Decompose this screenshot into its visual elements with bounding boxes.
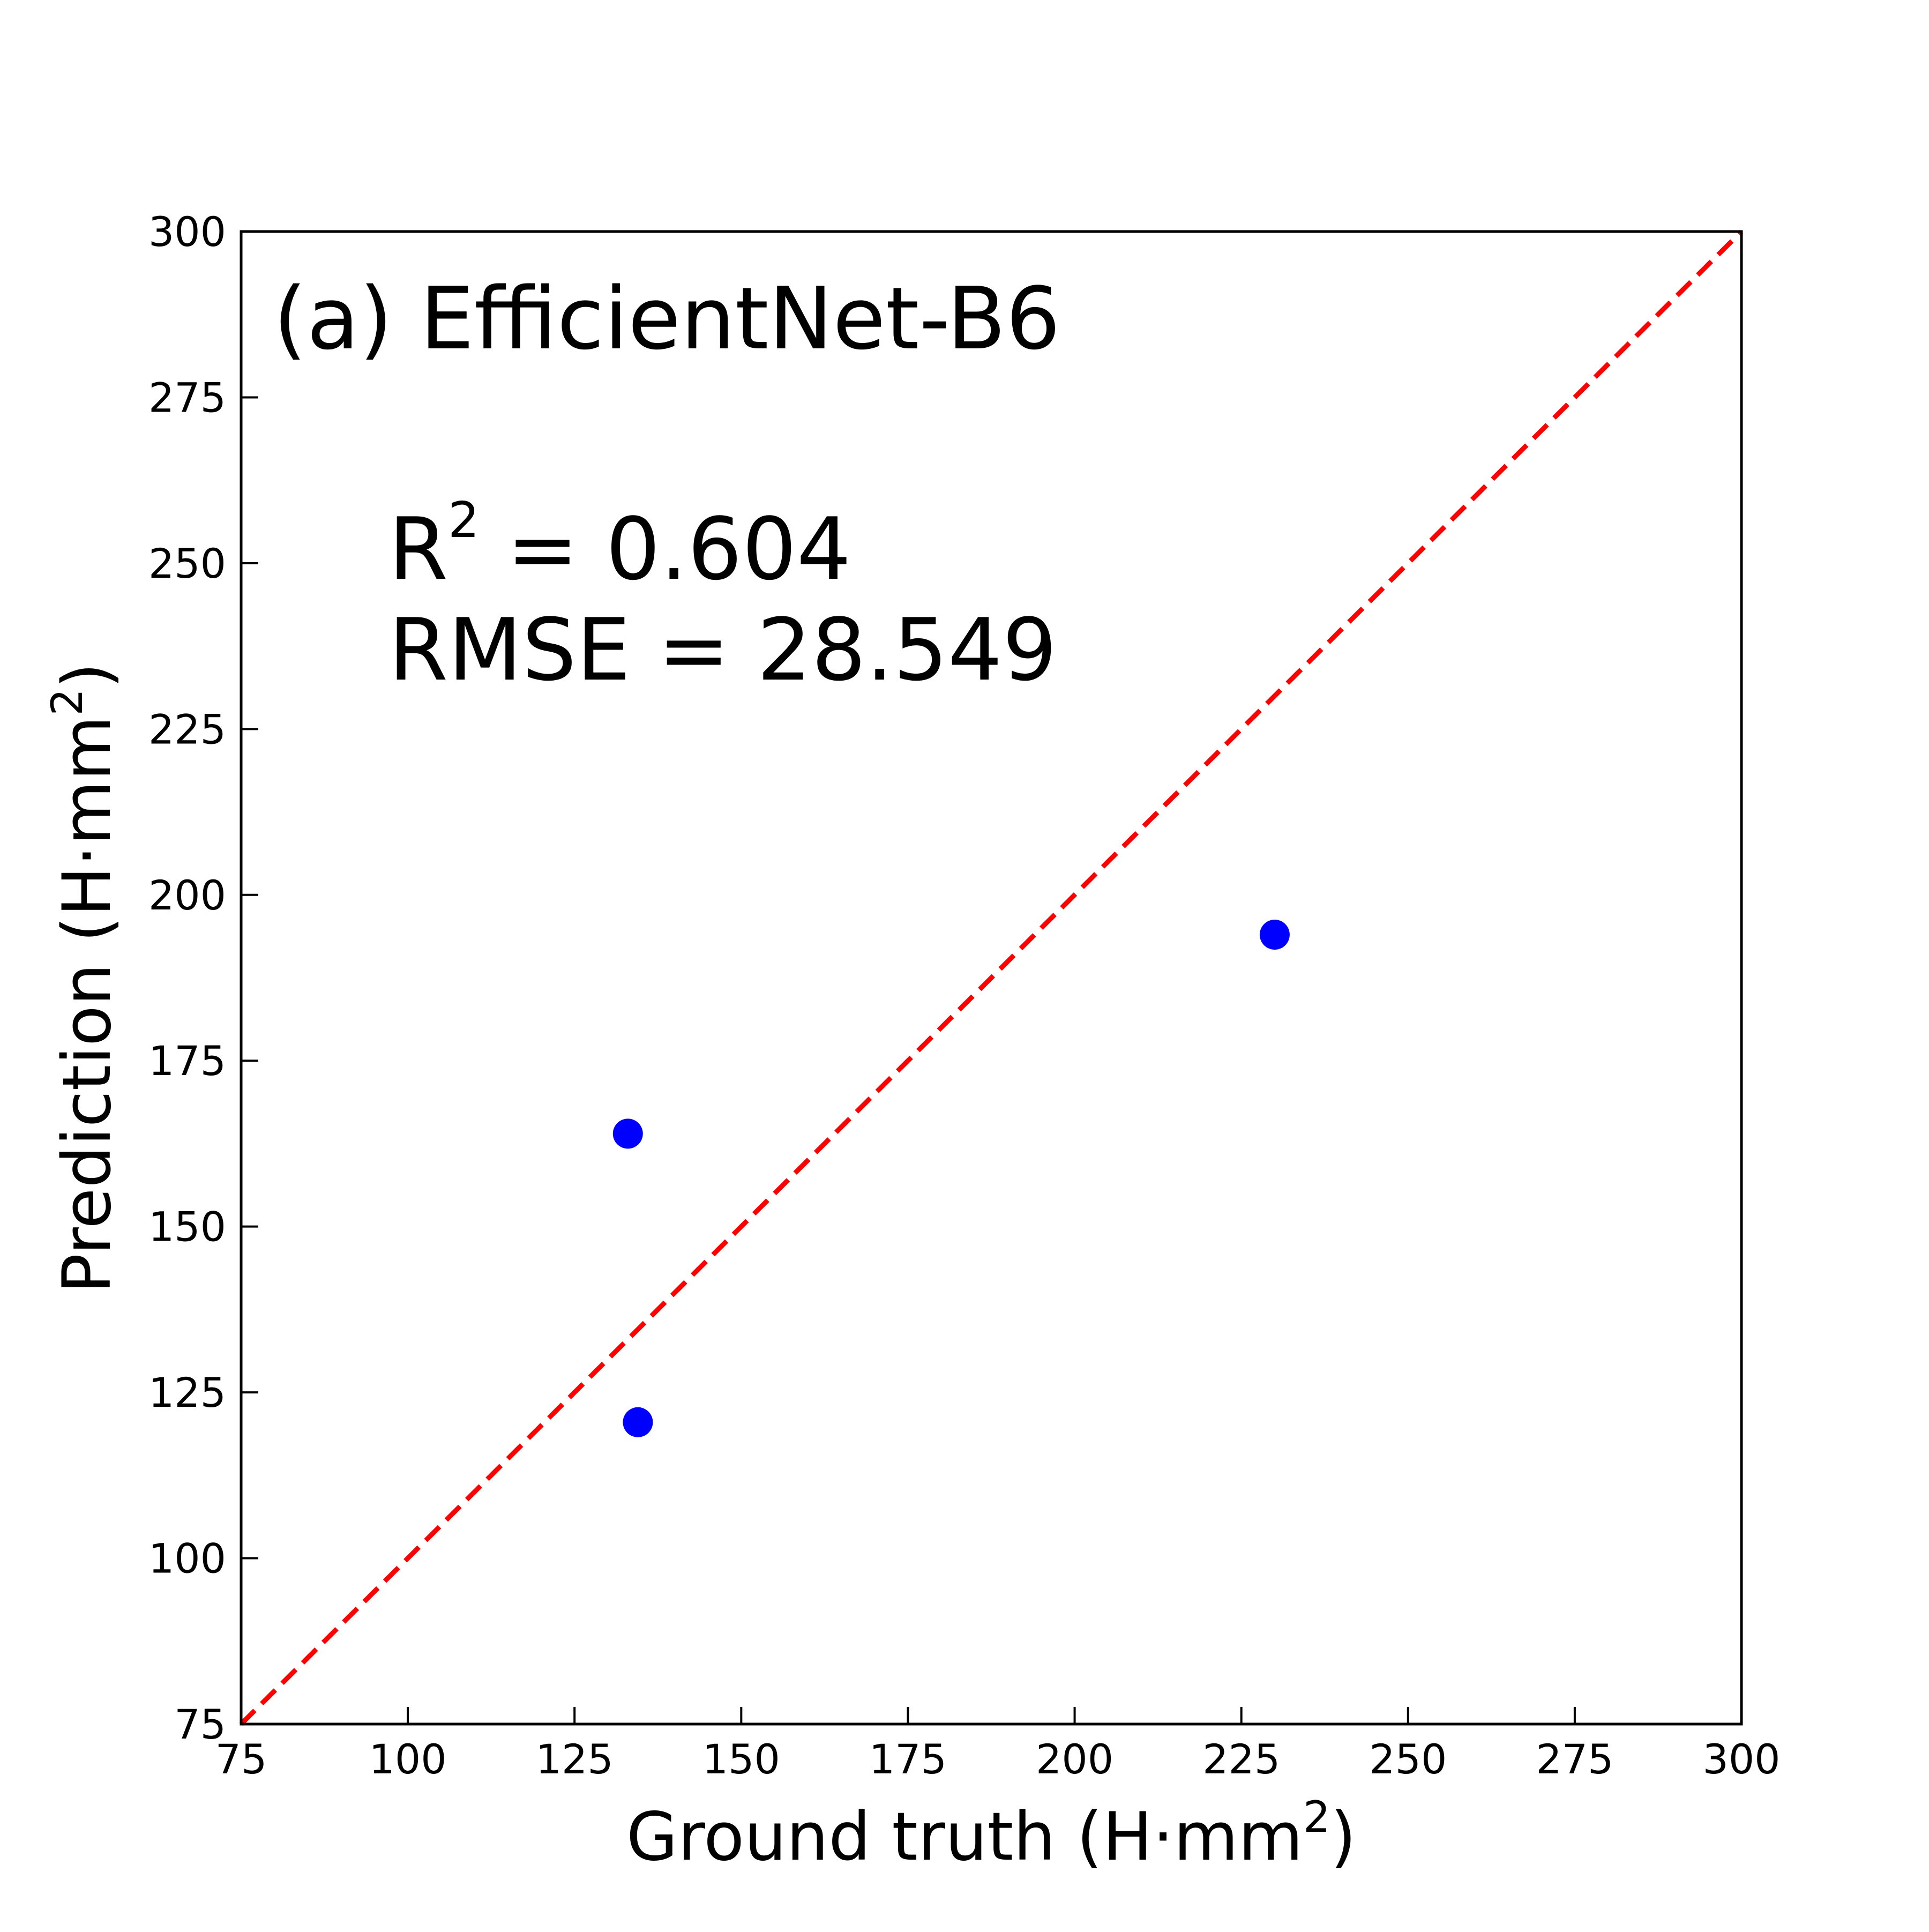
- x-axis-label: Ground truth (H·mm2): [626, 1792, 1356, 1876]
- y-tick-label: 75: [174, 1700, 226, 1748]
- plot-frame: [240, 230, 1743, 1726]
- x-tick-label: 275: [1536, 1735, 1613, 1783]
- x-tick-label: 100: [369, 1735, 447, 1783]
- r2-exponent: 2: [448, 491, 480, 549]
- y-tick-label: 225: [148, 705, 226, 753]
- r2-annotation: R2 = 0.604: [388, 491, 851, 599]
- y-tick-label: 150: [148, 1203, 226, 1251]
- y-tick-label: 200: [148, 871, 226, 919]
- rmse-annotation: RMSE = 28.549: [388, 600, 1057, 700]
- r2-symbol: R: [388, 499, 448, 599]
- y-axis-label-close: ): [49, 662, 126, 688]
- y-axis-label: Prediction (H·mm2): [42, 662, 126, 1293]
- y-tick-label: 125: [148, 1369, 226, 1416]
- points-layer: [612, 920, 1290, 1437]
- x-tick-label: 300: [1702, 1735, 1780, 1783]
- x-axis-label-exponent: 2: [1303, 1792, 1330, 1842]
- scatter-point: [623, 1407, 653, 1437]
- x-tick-label: 150: [702, 1735, 780, 1783]
- reference-line-layer: [239, 229, 1744, 1726]
- identity-reference-line: [239, 229, 1744, 1726]
- panel-title: (a) EfficientNet-B6: [273, 268, 1060, 369]
- scatter-point: [1259, 920, 1290, 950]
- x-tick-label: 225: [1202, 1735, 1280, 1783]
- y-axis-label-text: Prediction (H·mm: [49, 716, 126, 1294]
- y-axis-label-exponent: 2: [42, 689, 92, 716]
- y-tick-label: 100: [148, 1535, 226, 1583]
- y-tick-label: 175: [148, 1037, 226, 1085]
- y-tick-label: 300: [148, 208, 226, 256]
- x-tick-label: 250: [1369, 1735, 1447, 1783]
- x-axis-label-text: Ground truth (H·mm: [626, 1799, 1303, 1876]
- y-tick-label: 250: [148, 540, 226, 587]
- r2-value: = 0.604: [480, 499, 851, 599]
- x-axis-label-close: ): [1330, 1799, 1356, 1876]
- x-tick-label: 75: [215, 1735, 267, 1783]
- x-tick-label: 125: [536, 1735, 614, 1783]
- scatter-point: [612, 1118, 643, 1149]
- x-tick-label: 200: [1036, 1735, 1113, 1783]
- x-tick-label: 175: [869, 1735, 947, 1783]
- y-tick-label: 275: [148, 374, 226, 421]
- ticks-layer: 75 100 125 150 175 200 225 250 275 300 75 100 125 150…: [148, 208, 1781, 1783]
